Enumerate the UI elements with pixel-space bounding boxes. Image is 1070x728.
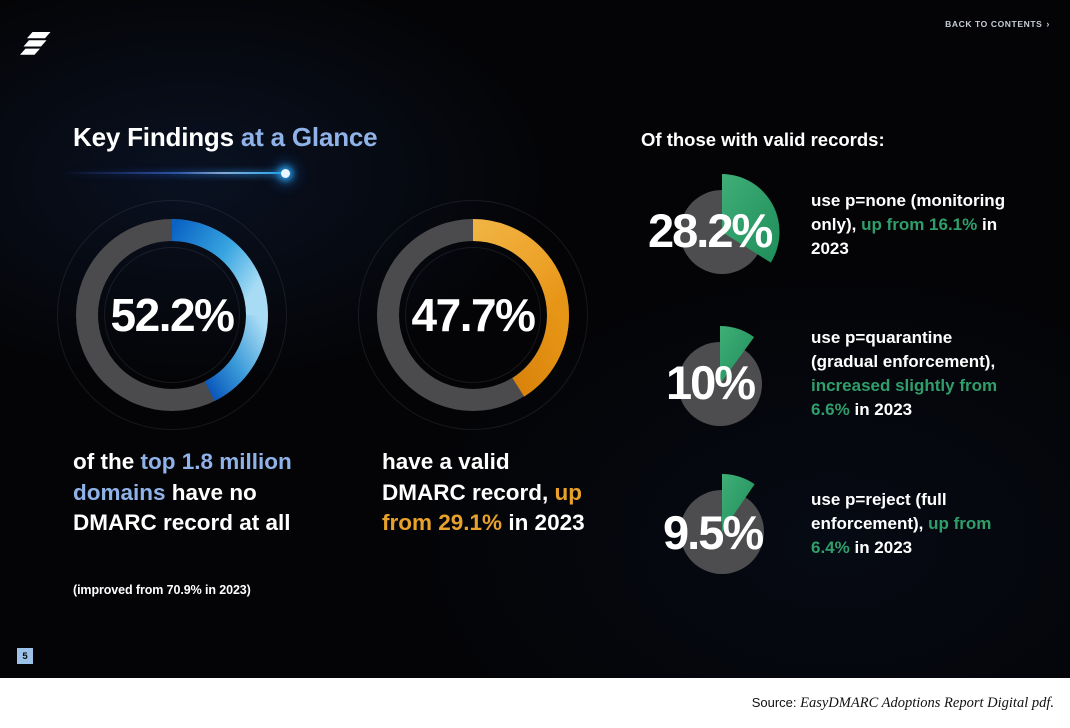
caption-part-2: have no DMARC record at all xyxy=(73,479,291,536)
page-number-badge: 5 xyxy=(17,648,33,664)
title-divider xyxy=(62,169,294,178)
right-column-title: Of those with valid records: xyxy=(641,129,885,150)
chevron-right-icon: › xyxy=(1046,18,1050,29)
donut-inner-halo xyxy=(104,247,240,383)
easydmarc-logo-icon[interactable] xyxy=(20,31,56,57)
donut-subnote-no-dmarc-record: (improved from 70.9% in 2023) xyxy=(73,583,251,597)
divider-line xyxy=(62,172,287,174)
page-title-bold: Key Findings xyxy=(73,122,241,152)
footer-bar: Source: EasyDMARC Adoptions Report Digit… xyxy=(0,678,1070,728)
caption-part-1: up from 29.1% xyxy=(382,479,583,536)
page-title-light: at a Glance xyxy=(240,122,378,152)
pie-text-part-1: up from 6.4% xyxy=(811,514,992,558)
pie-chart-p-none xyxy=(660,168,790,298)
pie-text-part-0: use p=quarantine (gradual enforcement), xyxy=(811,328,996,372)
pie-value-p-quarantine: 10% xyxy=(666,356,756,409)
source-label: Source: xyxy=(751,695,801,710)
pie-text-part-2: in 2023 xyxy=(849,538,913,558)
donut-value-label: 52.2% xyxy=(110,289,235,341)
pie-text-part-0: use p=reject (full enforcement), xyxy=(811,490,947,534)
pie-text-p-quarantine: use p=quarantine (gradual enforcement), … xyxy=(811,326,1011,423)
donut-outer-halo xyxy=(358,200,588,430)
caption-part-0: of the xyxy=(73,449,141,474)
pie-chart-p-quarantine xyxy=(662,322,792,452)
caption-part-1: top 1.8 million domains xyxy=(73,449,292,505)
donut-outer-halo xyxy=(57,200,287,430)
pie-text-part-0: use p=none (monitoring only), xyxy=(811,191,1006,235)
pie-text-part-1: up from 16.1% xyxy=(861,215,978,235)
divider-end-dot xyxy=(281,169,290,178)
caption-part-2: in 2023 xyxy=(502,510,585,536)
donut-caption-valid-dmarc-record: have a valid DMARC record, up from 29.1%… xyxy=(382,447,597,539)
pie-text-part-2: in 2023 xyxy=(849,400,913,420)
page-title: Key Findings at a Glance xyxy=(73,122,378,153)
pie-text-part-1: increased slightly from 6.6% xyxy=(811,376,998,420)
source-title: EasyDMARC Adoptions Report Digital pdf. xyxy=(800,695,1054,711)
source-citation: Source: EasyDMARC Adoptions Report Digit… xyxy=(752,695,1054,712)
pie-value-p-none: 28.2% xyxy=(648,204,773,257)
donut-chart-valid-dmarc-record: 47.7% xyxy=(358,200,588,430)
back-to-contents-label: BACK TO CONTENTS xyxy=(945,19,1043,29)
pie-value-p-reject: 9.5% xyxy=(663,506,764,559)
pie-text-p-reject: use p=reject (full enforcement), up from… xyxy=(811,488,1006,560)
caption-part-0: have a valid DMARC record, xyxy=(382,449,555,505)
back-to-contents-link[interactable]: BACK TO CONTENTS › xyxy=(945,19,1050,29)
donut-chart-no-dmarc-record: 52.2% xyxy=(57,200,287,430)
donut-value-label: 47.7% xyxy=(411,289,536,341)
slide-canvas: BACK TO CONTENTS › Key Findings at a Gla… xyxy=(0,0,1070,678)
pie-text-p-none: use p=none (monitoring only), up from 16… xyxy=(811,189,1011,261)
pie-chart-p-reject xyxy=(662,470,792,600)
pie-text-part-2: in 2023 xyxy=(811,215,998,259)
donut-caption-no-dmarc-record: of the top 1.8 million domains have no D… xyxy=(73,447,318,539)
donut-inner-halo xyxy=(405,247,541,383)
